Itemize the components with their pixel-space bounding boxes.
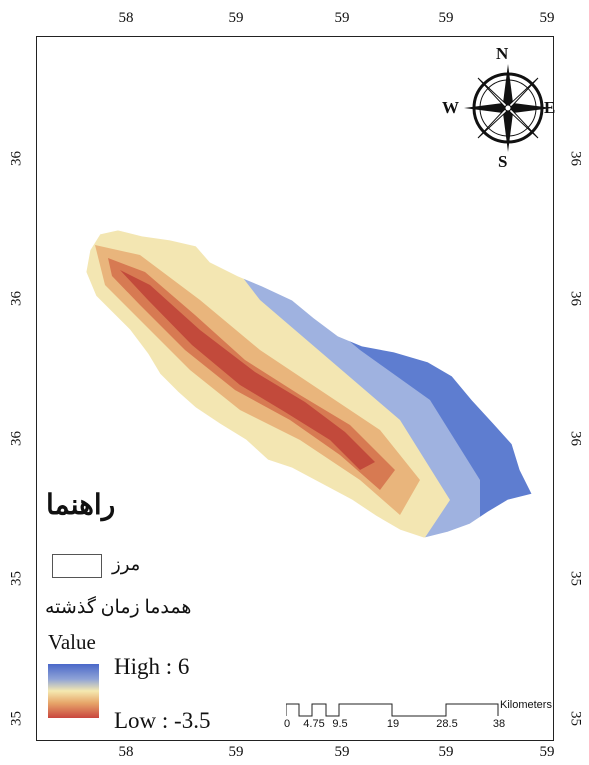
high-value-label: High : 6 — [114, 654, 190, 679]
scale-tick-label: 9.5 — [332, 718, 348, 730]
scale-units-label: Kilometers — [500, 699, 552, 711]
lon-label-top: 59 — [334, 10, 350, 26]
scale-tick-label: 4.75 — [303, 718, 325, 730]
compass-south-label: S — [498, 152, 508, 171]
lon-label-bottom: 59 — [334, 744, 350, 760]
compass-north-label: N — [496, 44, 509, 63]
scale-tick-label: 19 — [386, 718, 400, 730]
compass-east-label: E — [544, 98, 556, 117]
lon-label-bottom: 58 — [118, 744, 134, 760]
lon-label-top: 59 — [539, 10, 555, 26]
lon-label-bottom: 59 — [438, 744, 454, 760]
value-legend-label: Value — [48, 630, 96, 654]
boundary-legend-symbol — [52, 554, 102, 578]
scale-tick-label: 28.5 — [436, 718, 458, 730]
low-value-label: Low : -3.5 — [114, 708, 211, 733]
boundary-legend-label: مرز — [112, 554, 141, 574]
lon-label-top: 59 — [438, 10, 454, 26]
map-frame — [36, 36, 554, 741]
lon-label-top: 58 — [118, 10, 134, 26]
lon-label-bottom: 59 — [228, 744, 244, 760]
lon-label-top: 59 — [228, 10, 244, 26]
scale-bar — [286, 703, 499, 717]
legend-title: راهنما — [46, 490, 116, 521]
scale-tick-label: 38 — [492, 718, 506, 730]
lon-label-bottom: 59 — [539, 744, 555, 760]
color-ramp — [48, 664, 99, 718]
scale-tick-label: 0 — [283, 718, 291, 730]
compass-west-label: W — [442, 98, 459, 117]
layer-legend-label: همدما زمان گذشته — [45, 597, 192, 618]
north-arrow-compass-icon — [464, 64, 552, 152]
